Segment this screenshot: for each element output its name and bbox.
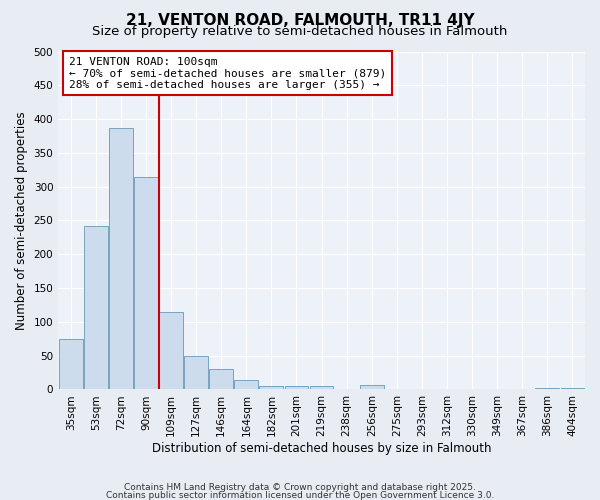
Text: Contains public sector information licensed under the Open Government Licence 3.: Contains public sector information licen… (106, 491, 494, 500)
Text: Contains HM Land Registry data © Crown copyright and database right 2025.: Contains HM Land Registry data © Crown c… (124, 484, 476, 492)
Bar (184, 356, 208, 390)
Bar (560, 388, 584, 390)
Text: 21, VENTON ROAD, FALMOUTH, TR11 4JY: 21, VENTON ROAD, FALMOUTH, TR11 4JY (125, 12, 475, 28)
Bar (84, 226, 108, 390)
Bar (134, 176, 158, 390)
Bar (259, 386, 283, 390)
Bar (535, 388, 559, 390)
Bar (209, 369, 233, 390)
Bar (59, 339, 83, 390)
Bar (284, 386, 308, 390)
Bar (360, 384, 383, 390)
X-axis label: Distribution of semi-detached houses by size in Falmouth: Distribution of semi-detached houses by … (152, 442, 491, 455)
Y-axis label: Number of semi-detached properties: Number of semi-detached properties (15, 111, 28, 330)
Bar (235, 380, 258, 390)
Bar (159, 312, 183, 390)
Bar (310, 386, 334, 390)
Bar (109, 128, 133, 390)
Text: Size of property relative to semi-detached houses in Falmouth: Size of property relative to semi-detach… (92, 25, 508, 38)
Text: 21 VENTON ROAD: 100sqm
← 70% of semi-detached houses are smaller (879)
28% of se: 21 VENTON ROAD: 100sqm ← 70% of semi-det… (69, 56, 386, 90)
